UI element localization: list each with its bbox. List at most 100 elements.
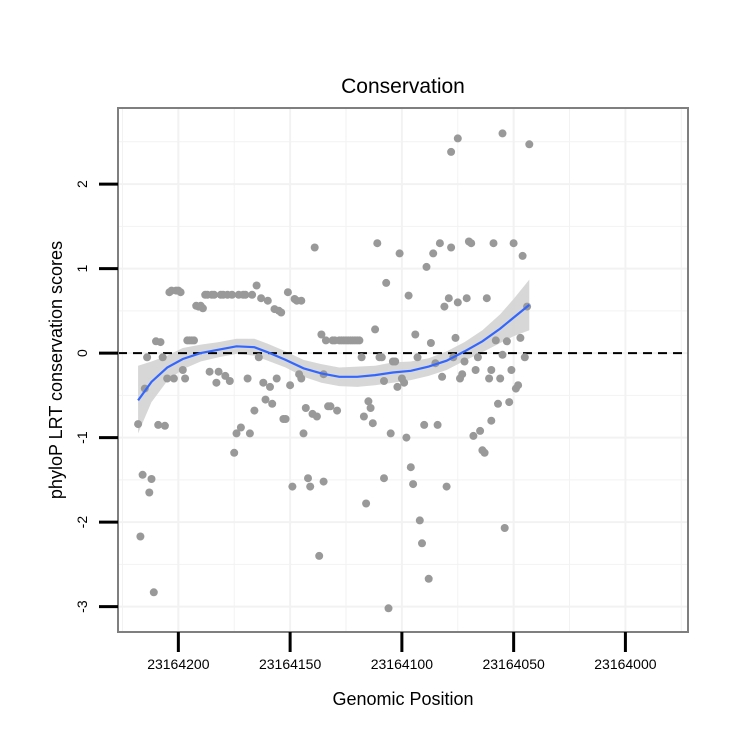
data-point xyxy=(514,381,523,390)
data-point xyxy=(259,378,268,387)
data-point xyxy=(402,433,411,442)
data-points xyxy=(134,129,534,613)
data-point xyxy=(380,474,388,483)
data-point xyxy=(317,330,326,339)
data-point xyxy=(147,475,156,483)
data-point xyxy=(487,366,496,374)
x-axis-ticks: 23164200 23164150 23164100 23164050 23164000 xyxy=(147,632,657,672)
data-point xyxy=(241,290,250,299)
data-point xyxy=(426,339,435,347)
data-point xyxy=(304,474,312,483)
data-point xyxy=(451,333,460,342)
data-point xyxy=(400,378,409,387)
data-point xyxy=(496,374,505,383)
data-point xyxy=(359,412,368,421)
grid-lines xyxy=(118,108,688,632)
data-point xyxy=(467,239,476,248)
data-point xyxy=(301,404,310,412)
data-point xyxy=(243,374,252,383)
data-point xyxy=(281,415,290,423)
data-point xyxy=(232,429,241,438)
data-point xyxy=(297,296,306,305)
data-point xyxy=(429,249,438,258)
data-point xyxy=(377,353,386,362)
data-point xyxy=(212,378,221,387)
data-point xyxy=(272,374,281,383)
data-point xyxy=(471,366,480,374)
data-point xyxy=(453,298,462,307)
data-point xyxy=(248,290,257,299)
data-point xyxy=(382,278,391,287)
data-point xyxy=(415,516,424,525)
data-point xyxy=(409,480,418,489)
data-point xyxy=(487,416,496,425)
data-point xyxy=(525,140,534,149)
data-point xyxy=(518,251,527,260)
data-point xyxy=(494,399,502,408)
data-point xyxy=(384,604,393,613)
data-point xyxy=(418,539,426,548)
data-point xyxy=(380,377,388,385)
data-point xyxy=(422,262,431,271)
data-point xyxy=(134,420,143,429)
data-point xyxy=(520,353,529,362)
data-point xyxy=(254,353,263,362)
data-point xyxy=(485,374,494,383)
data-point xyxy=(261,395,270,404)
data-point xyxy=(176,288,185,297)
data-point xyxy=(299,429,308,438)
data-point xyxy=(156,338,165,347)
data-point xyxy=(136,532,145,541)
data-point xyxy=(453,134,462,143)
data-point xyxy=(257,294,266,303)
data-point xyxy=(149,588,158,597)
data-point xyxy=(143,353,152,362)
smooth-fit-path xyxy=(137,304,530,402)
data-point xyxy=(391,357,400,366)
data-point xyxy=(214,367,223,376)
y-tick-label: 0 xyxy=(74,349,90,357)
data-point xyxy=(386,429,395,438)
data-point xyxy=(312,412,321,421)
data-point xyxy=(245,429,254,438)
data-point xyxy=(502,337,511,346)
x-tick-label: 23164100 xyxy=(371,656,434,672)
y-tick-label: -2 xyxy=(74,516,90,529)
data-point xyxy=(458,370,467,379)
data-point xyxy=(460,357,469,366)
data-point xyxy=(447,147,456,156)
data-point xyxy=(319,477,328,486)
data-point xyxy=(438,372,447,381)
data-point xyxy=(163,374,172,383)
data-point xyxy=(413,353,422,362)
y-axis-ticks: -3 -2 -1 0 1 2 xyxy=(74,180,118,613)
data-point xyxy=(440,302,449,311)
data-point xyxy=(306,482,315,491)
data-point xyxy=(476,426,485,435)
data-point xyxy=(406,463,415,472)
data-point xyxy=(230,448,239,457)
x-axis-title: Genomic Position xyxy=(332,689,473,709)
data-point xyxy=(424,574,433,583)
data-point xyxy=(158,353,167,362)
data-point xyxy=(266,382,274,391)
data-point xyxy=(516,333,525,342)
data-point xyxy=(286,381,295,390)
data-point xyxy=(250,406,259,415)
data-point xyxy=(404,291,413,300)
data-point xyxy=(498,350,507,359)
data-point xyxy=(395,249,404,258)
data-point xyxy=(447,243,456,252)
data-point xyxy=(160,421,169,430)
smooth-fit-line xyxy=(137,304,530,402)
data-point xyxy=(366,404,375,412)
data-point xyxy=(500,524,509,532)
data-point xyxy=(178,366,187,374)
data-point xyxy=(181,374,190,383)
data-point xyxy=(263,296,272,305)
x-tick-label: 23164000 xyxy=(594,656,657,672)
data-point xyxy=(252,281,261,290)
data-point xyxy=(190,336,198,345)
y-tick-label: -3 xyxy=(74,600,90,613)
